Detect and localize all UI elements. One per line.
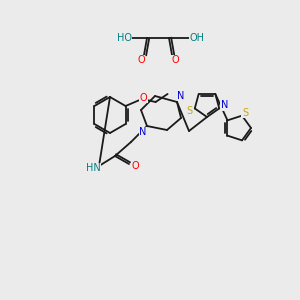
Text: S: S bbox=[242, 108, 248, 118]
Text: HN: HN bbox=[85, 163, 100, 173]
Text: O: O bbox=[140, 93, 147, 103]
Text: O: O bbox=[131, 161, 139, 171]
Text: HO: HO bbox=[116, 33, 131, 43]
Text: N: N bbox=[177, 91, 185, 101]
Text: O: O bbox=[171, 55, 179, 65]
Text: N: N bbox=[139, 127, 147, 137]
Text: OH: OH bbox=[190, 33, 205, 43]
Text: O: O bbox=[137, 55, 145, 65]
Text: N: N bbox=[220, 100, 228, 110]
Text: S: S bbox=[187, 106, 193, 116]
